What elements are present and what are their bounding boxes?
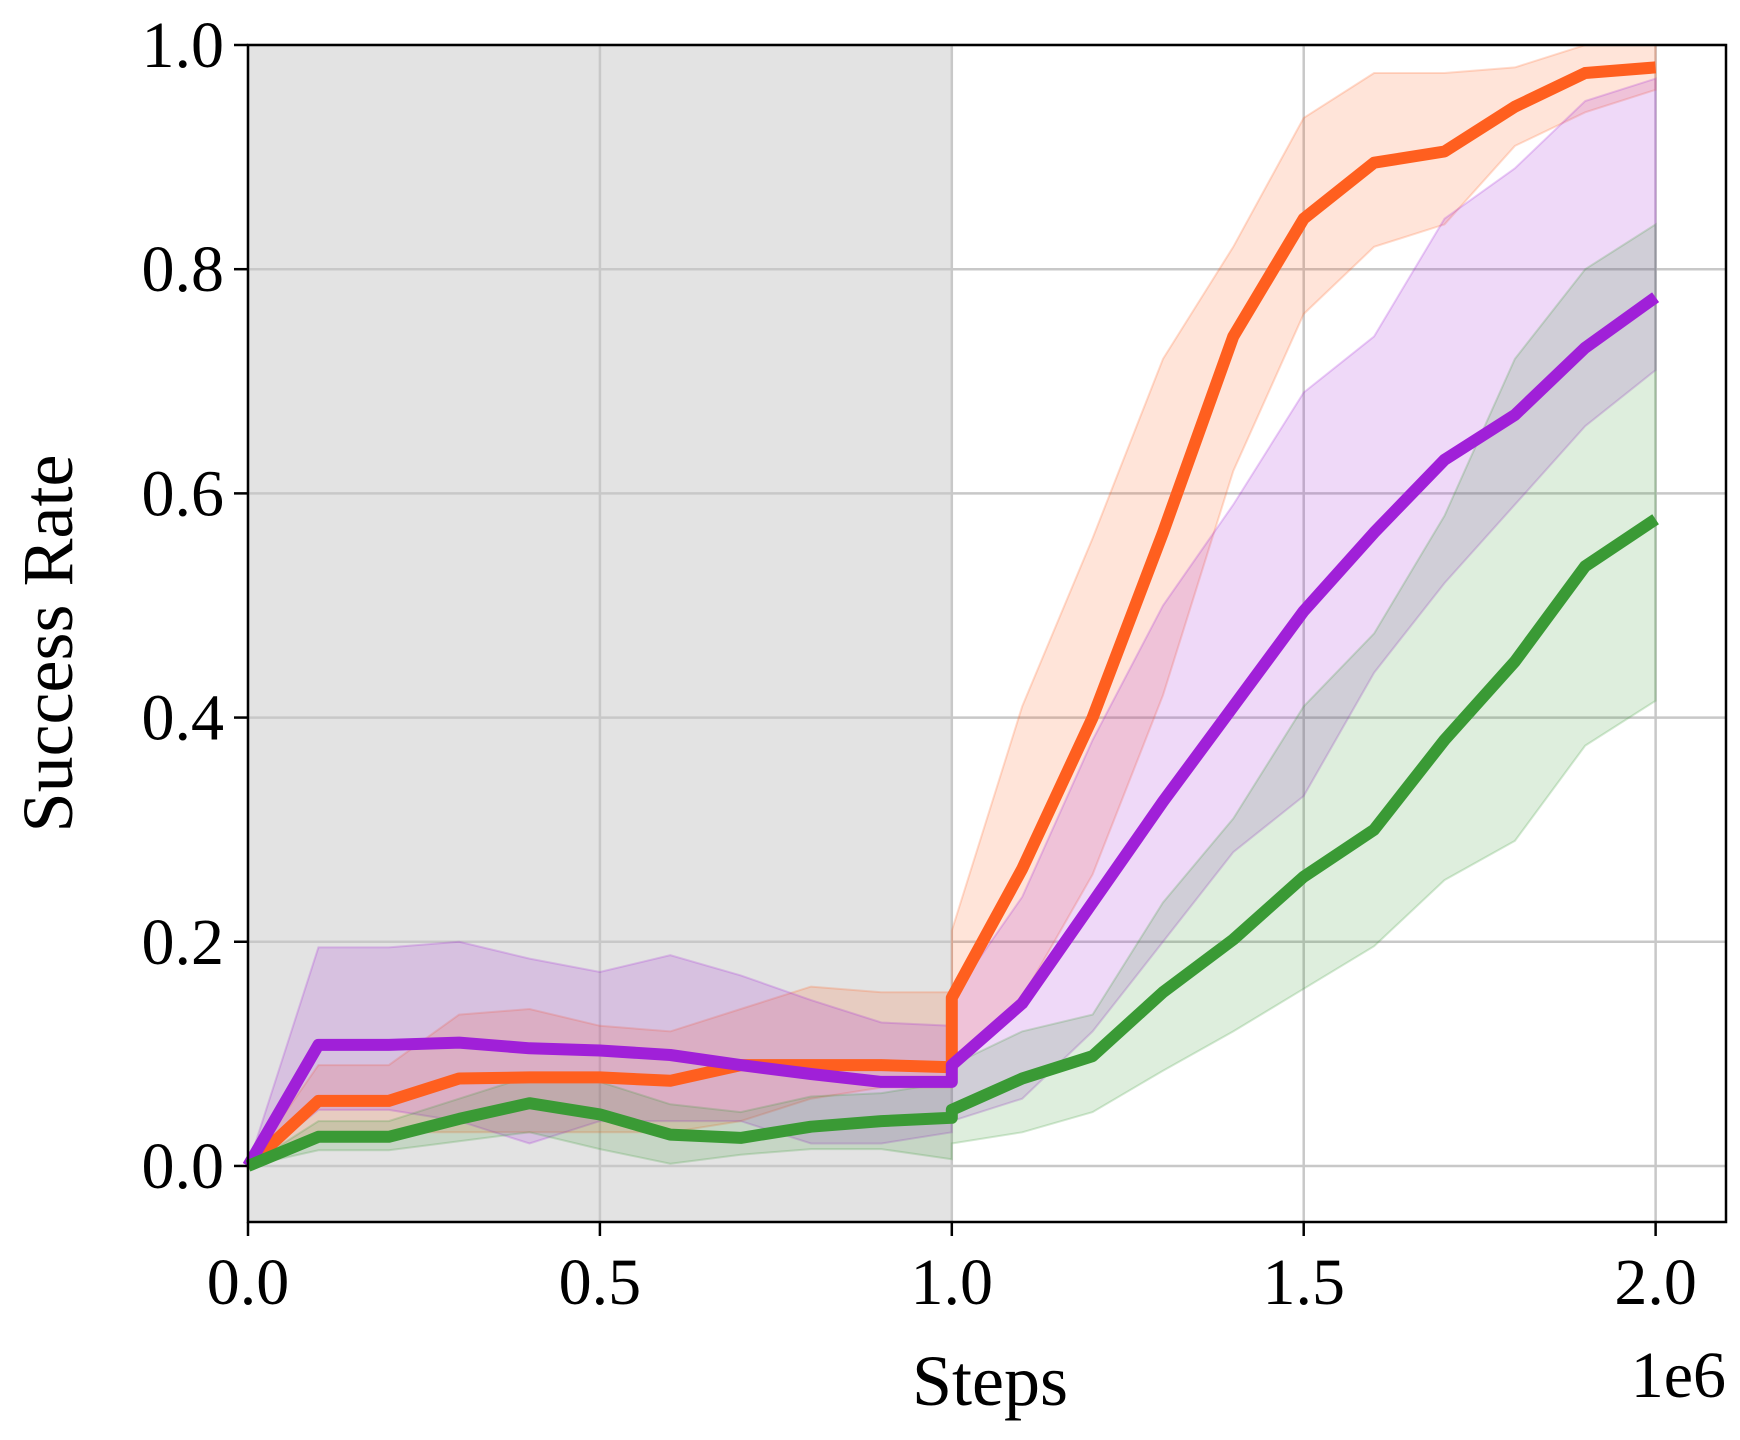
x-axis-label: Steps (912, 1341, 1068, 1421)
x-axis-offset-label: 1e6 (1631, 1339, 1726, 1412)
x-tick-label: 1.5 (1262, 1246, 1345, 1319)
y-axis-label: Success Rate (8, 455, 88, 833)
axes-frame (246, 43, 1728, 1224)
series-lines (242, 61, 1660, 1172)
confidence-band-2 (246, 77, 1657, 1169)
confidence-bands (245, 44, 1657, 1169)
x-axis-ticks: 0.0 0.5 1.0 1.5 2.0 (207, 1222, 1697, 1319)
x-tick-label: 0.0 (207, 1246, 290, 1319)
series-line-3 (245, 514, 1659, 1172)
x-tick-label: 0.5 (559, 1246, 642, 1319)
confidence-band-3 (247, 222, 1657, 1167)
y-axis-ticks: 0.0 0.2 0.4 0.6 0.8 1.0 (142, 9, 248, 1203)
y-tick-label: 0.8 (142, 233, 225, 306)
axes (246, 43, 1728, 1224)
y-tick-label: 0.4 (142, 682, 225, 755)
x-tick-label: 1.0 (911, 1246, 994, 1319)
y-tick-label: 1.0 (142, 9, 225, 82)
series-line-2 (242, 292, 1660, 1170)
confidence-band-1 (245, 44, 1657, 1169)
x-tick-label: 2.0 (1614, 1246, 1697, 1319)
y-tick-label: 0.2 (142, 906, 225, 979)
series-line-1 (243, 61, 1657, 1171)
y-tick-label: 0.6 (142, 457, 225, 530)
y-tick-label: 0.0 (142, 1130, 225, 1203)
